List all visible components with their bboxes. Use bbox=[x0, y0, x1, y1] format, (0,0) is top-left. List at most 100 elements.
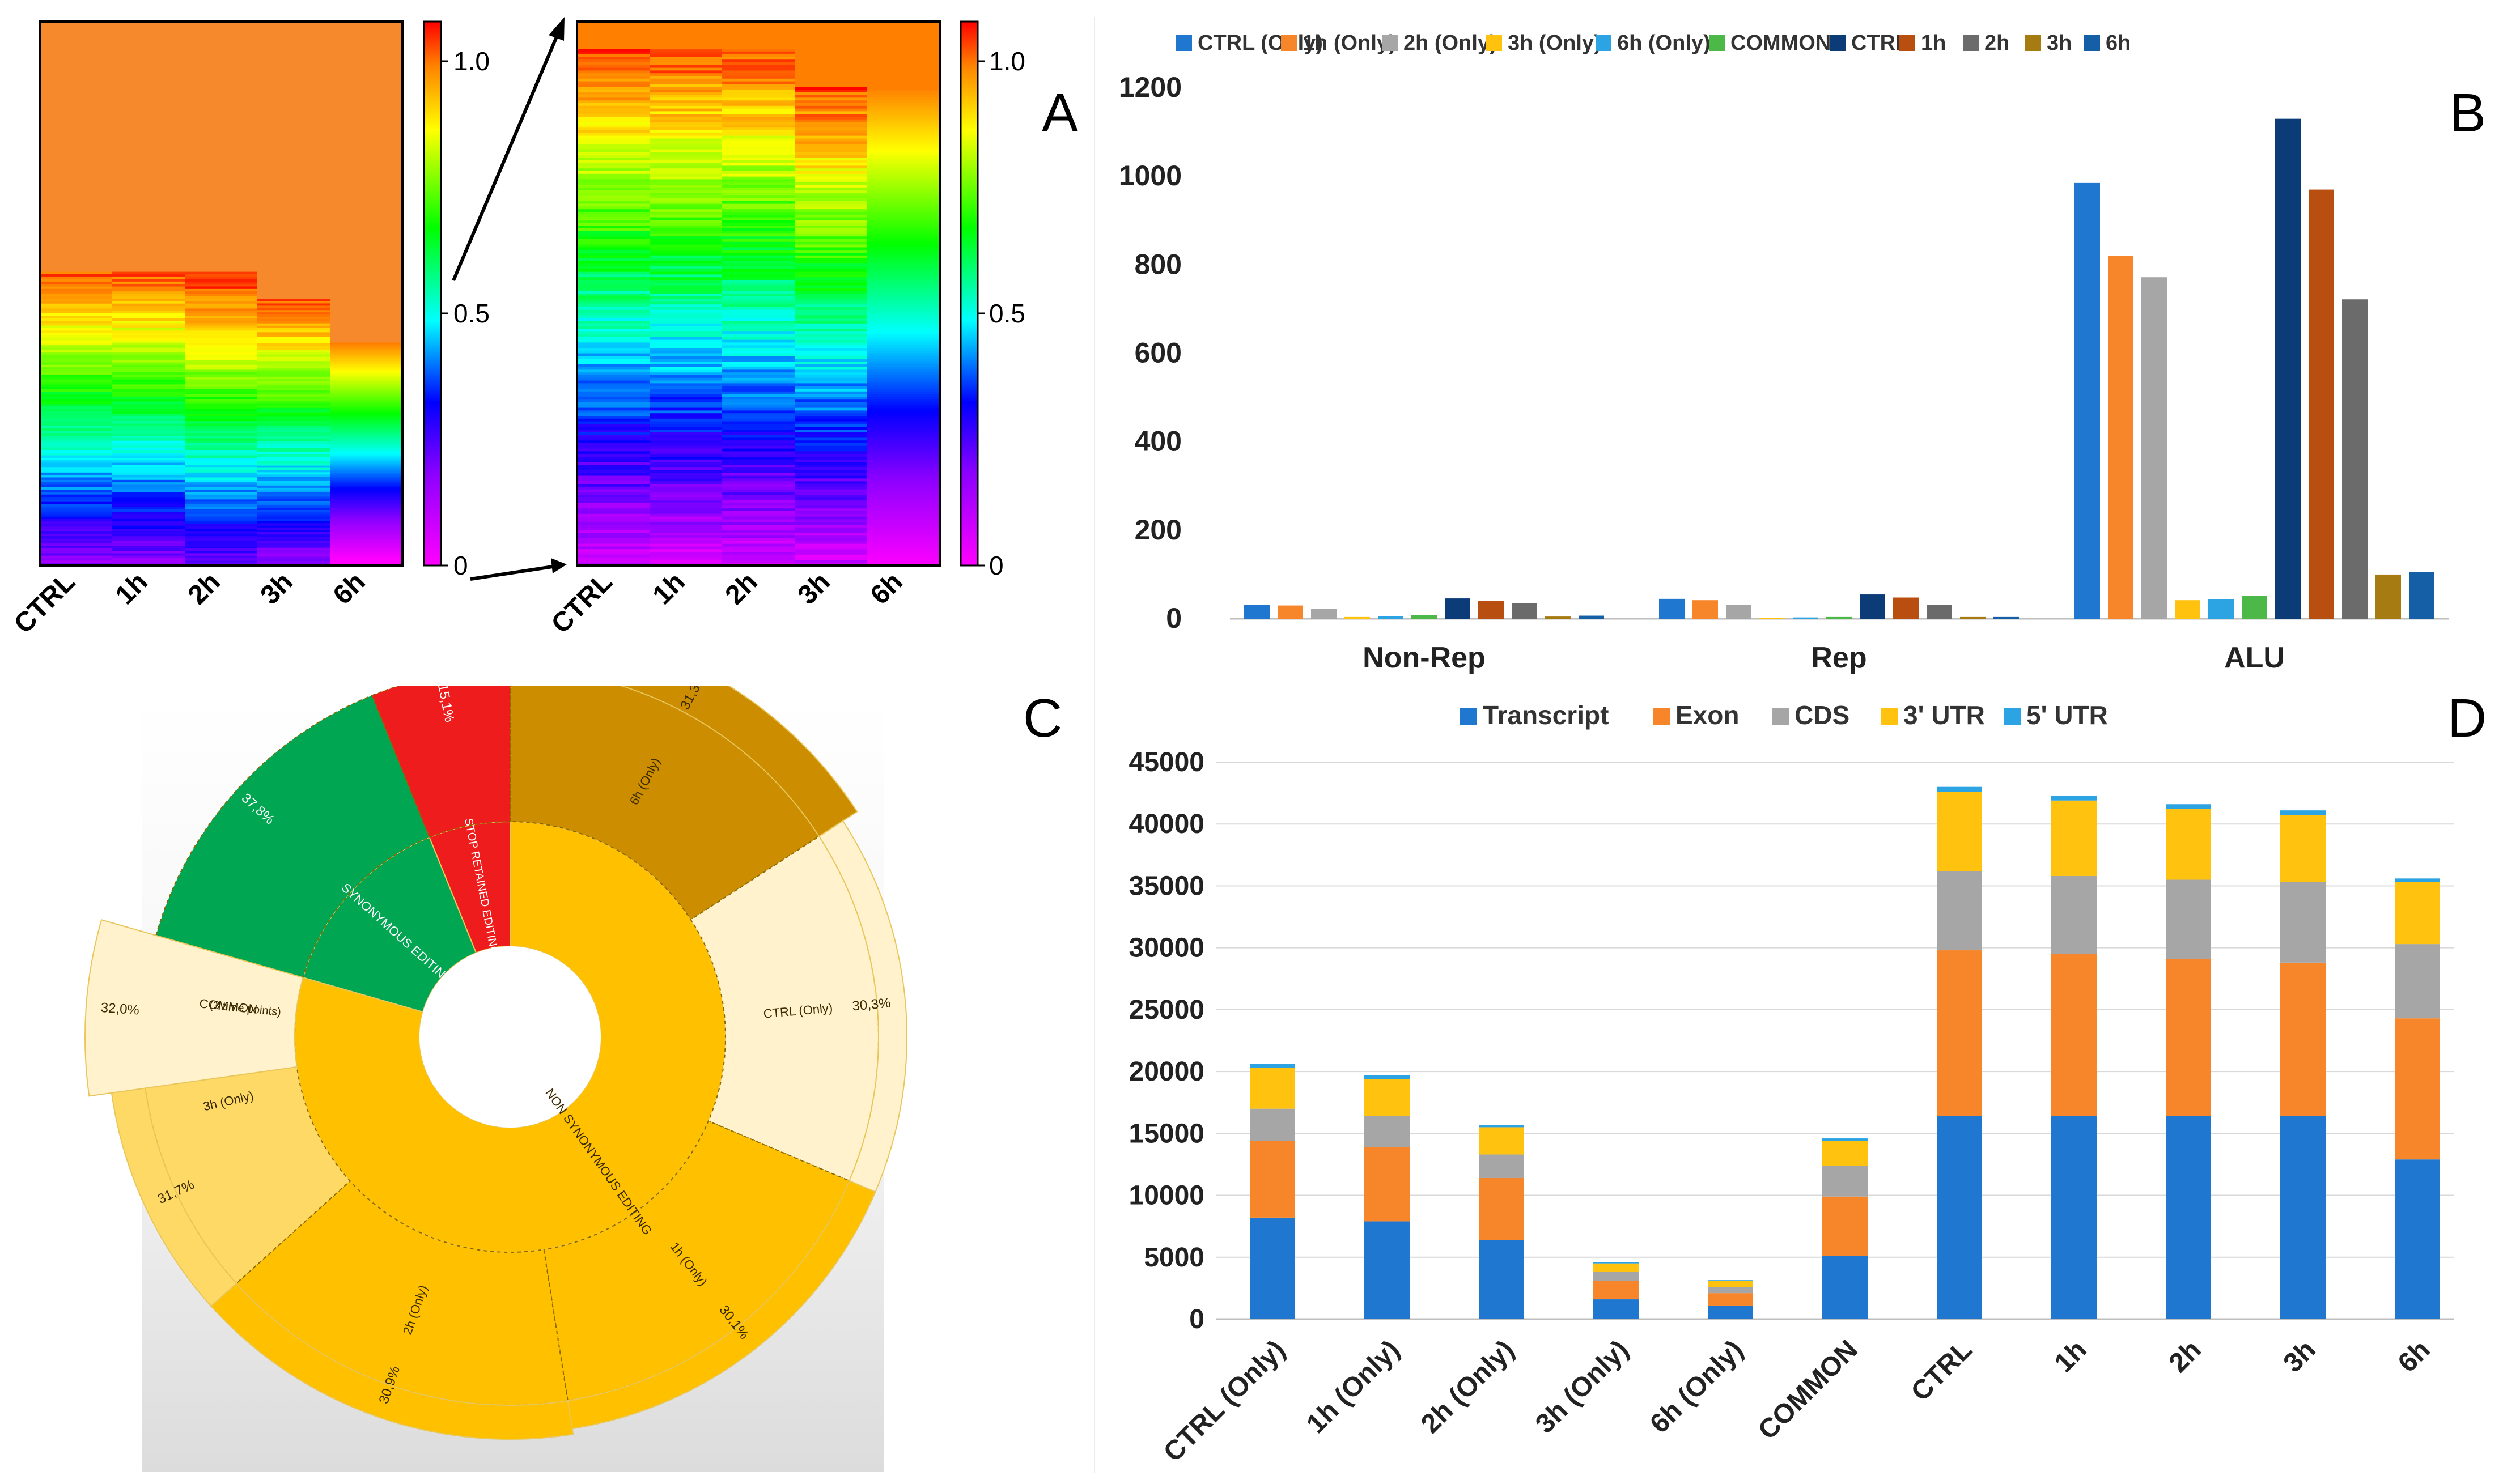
heatmap-right-band bbox=[795, 475, 867, 479]
heatmap-left-band bbox=[112, 470, 185, 473]
heatmap-right-band bbox=[650, 73, 722, 76]
heatmap-right-band bbox=[577, 301, 650, 305]
heatmap-right-band bbox=[650, 299, 722, 303]
heatmap-right-label-ctrl: CTRL bbox=[546, 567, 618, 639]
heatmap-right-band bbox=[867, 350, 940, 354]
heatmap-right-band bbox=[795, 22, 867, 25]
heatmap-left-band bbox=[257, 374, 330, 377]
heatmap-left-band bbox=[185, 553, 257, 556]
bar-rep-1h-only bbox=[1692, 600, 1718, 619]
heatmap-right-band bbox=[867, 73, 940, 76]
heatmap-left-band bbox=[112, 490, 185, 493]
heatmap-left-band bbox=[112, 551, 185, 554]
heatmap-left-band bbox=[257, 496, 330, 500]
heatmap-right-band bbox=[795, 70, 867, 74]
heatmap-left-band bbox=[112, 536, 185, 539]
heatmap-right-band bbox=[577, 435, 650, 439]
heatmap-right-band bbox=[795, 294, 867, 297]
heatmap-right-band bbox=[722, 138, 795, 142]
heatmap-right-band bbox=[577, 321, 650, 324]
heatmap-left-band bbox=[330, 383, 402, 386]
heatmap-left-band bbox=[40, 504, 112, 508]
heatmap-right-band bbox=[650, 220, 722, 224]
heatmap-left-band bbox=[185, 538, 257, 542]
bar-6h-cds bbox=[2395, 944, 2440, 1019]
heatmap-right-band bbox=[577, 81, 650, 85]
heatmap-right-band bbox=[577, 533, 650, 537]
heatmap-right-band bbox=[795, 296, 867, 300]
heatmap-right-band bbox=[722, 173, 795, 177]
heatmap-left-band bbox=[257, 383, 330, 386]
heatmap-right-band bbox=[650, 402, 722, 406]
heatmap-right-band bbox=[722, 410, 795, 414]
heatmap-right-band bbox=[722, 345, 795, 348]
heatmap-right-band bbox=[577, 239, 650, 243]
heatmap-left-band bbox=[112, 284, 185, 287]
heatmap-right-band bbox=[795, 182, 867, 185]
category-label-2h: 2h bbox=[2163, 1334, 2207, 1378]
heatmap-left-band bbox=[40, 433, 112, 437]
heatmap-right-band bbox=[867, 171, 940, 175]
heatmap-left-band bbox=[112, 406, 185, 410]
heatmap-left-band bbox=[40, 396, 112, 400]
heatmap-right-band bbox=[722, 193, 795, 197]
heatmap-right-band bbox=[795, 359, 867, 362]
heatmap-left-band bbox=[40, 514, 112, 517]
heatmap-right-band bbox=[722, 29, 795, 33]
heatmap-left-band bbox=[330, 441, 402, 444]
heatmap-right-band bbox=[577, 258, 650, 262]
heatmap-right-band bbox=[795, 62, 867, 66]
heatmap-right-band bbox=[795, 329, 867, 333]
heatmap-right-band bbox=[795, 430, 867, 433]
heatmap-left-band bbox=[40, 296, 112, 300]
heatmap-right-band bbox=[722, 65, 795, 69]
heatmap-left-band bbox=[185, 301, 257, 304]
heatmap-right-band bbox=[795, 533, 867, 537]
heatmap-right-band bbox=[722, 201, 795, 205]
heatmap-left-band bbox=[185, 277, 257, 280]
sunburst-outer-6h-only bbox=[618, 686, 858, 837]
heatmap-right-band bbox=[722, 90, 795, 93]
heatmap-right-band bbox=[577, 160, 650, 164]
heatmap-right-band bbox=[577, 133, 650, 137]
heatmap-right-band bbox=[867, 35, 940, 39]
heatmap-left-band bbox=[185, 477, 257, 481]
heatmap-right-band bbox=[722, 239, 795, 243]
heatmap-right-band bbox=[795, 146, 867, 150]
heatmap-right-band bbox=[867, 163, 940, 167]
heatmap-left-band bbox=[257, 399, 330, 402]
heatmap-left-band bbox=[257, 323, 330, 326]
heatmap-right-band bbox=[795, 500, 867, 504]
heatmap-right-band bbox=[650, 475, 722, 479]
heatmap-right-band bbox=[577, 309, 650, 313]
heatmap-right-band bbox=[577, 51, 650, 55]
sunburst-pct-common: 32,0% bbox=[100, 1000, 140, 1018]
heatmap-left-band bbox=[330, 364, 402, 368]
heatmap-left-band bbox=[257, 439, 330, 442]
heatmap-right-band bbox=[795, 122, 867, 126]
heatmap-right-band bbox=[867, 492, 940, 496]
heatmap-right-band bbox=[795, 168, 867, 172]
heatmap-right-band bbox=[795, 173, 867, 177]
heatmap-right-band bbox=[577, 380, 650, 384]
heatmap-right-band bbox=[722, 285, 795, 289]
heatmap-right-band bbox=[722, 185, 795, 188]
heatmap-right-band bbox=[867, 103, 940, 107]
chart-d-bars bbox=[1250, 786, 2440, 1319]
heatmap-left-band bbox=[40, 529, 112, 532]
heatmap-left-band bbox=[257, 487, 330, 491]
heatmap-right-band bbox=[867, 84, 940, 88]
heatmap-right-band bbox=[650, 454, 722, 457]
heatmap-left-band bbox=[112, 401, 185, 405]
heatmap-left-band bbox=[40, 443, 112, 447]
heatmap-left-band bbox=[40, 428, 112, 432]
heatmap-right-band bbox=[577, 269, 650, 273]
heatmap-right-band bbox=[577, 220, 650, 224]
heatmap-left-band bbox=[112, 411, 185, 415]
heatmap-right-band bbox=[867, 100, 940, 104]
heatmap-right-band bbox=[867, 503, 940, 507]
heatmap-left-band bbox=[330, 528, 402, 531]
heatmap-right-band bbox=[650, 323, 722, 327]
heatmap-right-band bbox=[650, 108, 722, 112]
heatmap-right-band bbox=[577, 119, 650, 123]
